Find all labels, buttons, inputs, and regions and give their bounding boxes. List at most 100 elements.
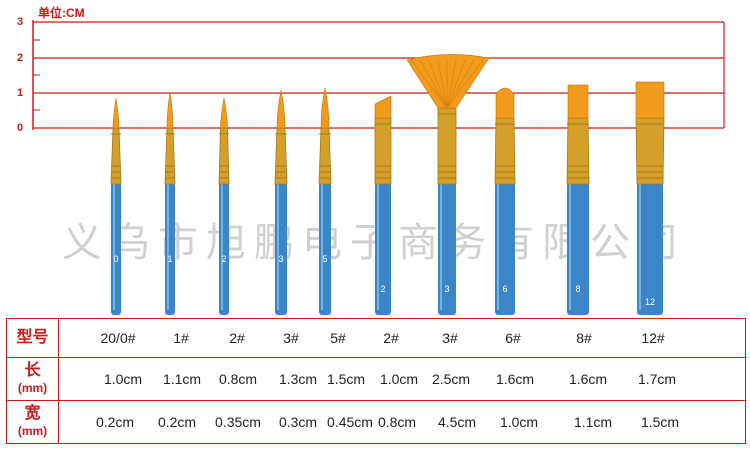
brush-bristles: [374, 95, 392, 119]
brush-bristles: [166, 91, 174, 129]
spec-value: 1.3cm: [278, 371, 318, 387]
handle-number-label: 2: [380, 284, 385, 294]
spec-value: 1.1cm: [162, 371, 202, 387]
handle-number-label: 3: [444, 284, 449, 294]
length-header: 长 (mm): [6, 357, 59, 401]
spec-value: 0.8cm: [377, 414, 417, 430]
brush-handle: [438, 180, 456, 315]
handle-highlight: [221, 184, 223, 310]
fan-bristle-strand: [446, 59, 484, 109]
handle-number-label: 8: [575, 284, 580, 294]
fan-bristle-strand: [437, 59, 448, 109]
brush-ferrule: [274, 127, 288, 185]
brush-bristles: [635, 81, 665, 119]
spec-value: 6#: [505, 330, 521, 346]
handle-highlight: [113, 184, 115, 310]
spec-value: 1.0cm: [103, 371, 143, 387]
spec-value: 2#: [229, 330, 245, 346]
brush-ferrule: [494, 117, 516, 185]
handle-highlight: [277, 184, 279, 310]
brush-bristles: [320, 87, 330, 129]
handle-number-label: 12: [645, 297, 655, 307]
brush-bristles: [495, 87, 515, 119]
handle-number-label: 0: [113, 254, 118, 264]
handle-highlight: [440, 184, 442, 310]
model-row: 型号 20/0# 1# 2# 3# 5# 2# 3# 6# 8# 12#: [6, 318, 746, 358]
handle-highlight: [167, 184, 169, 310]
brush-handle: [111, 180, 121, 315]
spec-value: 0.2cm: [95, 414, 135, 430]
width-row: 宽 (mm) 0.2cm 0.2cm 0.35cm 0.3cm 0.45cm 0.8cm 4.…: [6, 400, 746, 444]
brush-bristles: [112, 97, 120, 129]
handle-number-label: 2: [221, 254, 226, 264]
handle-number-label: 5: [322, 254, 327, 264]
brush-handle: [165, 180, 175, 315]
brush-handle: [219, 180, 229, 315]
fan-bristle-strand: [410, 59, 448, 109]
brush-ferrule: [110, 127, 122, 185]
handle-number-label: 1: [167, 254, 172, 264]
spec-value: 1.1cm: [573, 414, 613, 430]
spec-value: 4.5cm: [437, 414, 477, 430]
spec-value: 2#: [383, 330, 399, 346]
spec-value: 0.3cm: [278, 414, 318, 430]
spec-value: 0.45cm: [327, 414, 373, 430]
fan-bristle-strand: [419, 59, 448, 109]
spec-value: 5#: [330, 330, 346, 346]
handle-highlight: [321, 184, 323, 310]
spec-table: 型号 20/0# 1# 2# 3# 5# 2# 3# 6# 8# 12# 长 (mm) 1.0cm 1…: [6, 318, 746, 444]
model-header: 型号: [6, 318, 59, 358]
brush-ferrule: [635, 117, 665, 185]
spec-value: 1.7cm: [637, 371, 677, 387]
spec-value: 1.0cm: [379, 371, 419, 387]
handle-highlight: [377, 184, 379, 310]
fan-bristle-strand: [428, 59, 448, 109]
spec-value: 8#: [576, 330, 592, 346]
brush-ferrule: [164, 127, 176, 185]
handle-highlight: [569, 184, 571, 310]
model-values: 20/0# 1# 2# 3# 5# 2# 3# 6# 8# 12#: [58, 318, 746, 358]
brush-ferrule: [374, 117, 392, 185]
spec-value: 3#: [442, 330, 458, 346]
fan-bristle-strand: [446, 59, 466, 109]
brush-ferrule: [218, 127, 230, 185]
ruler-mark-label: 0: [17, 122, 24, 134]
spec-value: 1.6cm: [495, 371, 535, 387]
spec-value: 0.8cm: [218, 371, 258, 387]
spec-value: 1.5cm: [326, 371, 366, 387]
brush-ferrule: [437, 107, 457, 185]
brush-bristles: [276, 89, 286, 129]
spec-value: 1.0cm: [499, 414, 539, 430]
unit-label: 单位:CM: [38, 6, 85, 20]
brush-handle: [567, 180, 589, 315]
brush-handle: [275, 180, 287, 315]
brush-handle: [637, 180, 663, 315]
spec-value: 12#: [641, 330, 665, 346]
handle-highlight: [497, 184, 499, 310]
spec-value: 1.5cm: [640, 414, 680, 430]
brush-ferrule: [566, 117, 590, 185]
length-row: 长 (mm) 1.0cm 1.1cm 0.8cm 1.3cm 1.5cm 1.0cm 2.5c…: [6, 357, 746, 401]
spec-value: 0.35cm: [215, 414, 261, 430]
spec-value: 0.2cm: [157, 414, 197, 430]
fan-bristle-strand: [446, 59, 457, 109]
handle-number-label: 3: [278, 254, 283, 264]
handle-highlight: [639, 184, 641, 310]
brush-handle: [319, 180, 331, 315]
fan-bristle-strand: [446, 59, 475, 109]
brush-bristles: [220, 97, 228, 129]
length-values: 1.0cm 1.1cm 0.8cm 1.3cm 1.5cm 1.0cm 2.5cm 1.6cm…: [58, 357, 746, 401]
spec-value: 1.6cm: [568, 371, 608, 387]
width-values: 0.2cm 0.2cm 0.35cm 0.3cm 0.45cm 0.8cm 4.5cm 1.0…: [58, 400, 746, 444]
spec-value: 20/0#: [100, 330, 136, 346]
spec-value: 2.5cm: [431, 371, 471, 387]
handle-number-label: 6: [502, 284, 507, 294]
ruler-mark-label: 1: [17, 87, 24, 99]
ruler-mark-label: 3: [17, 16, 24, 28]
width-header: 宽 (mm): [6, 400, 59, 444]
spec-value: 1#: [173, 330, 189, 346]
brush-bristles: [406, 54, 490, 109]
brush-bristles: [567, 84, 589, 119]
brush-ferrule: [318, 127, 332, 185]
paintbrush-set: 0 1 2 3 52 3 6 812: [110, 54, 665, 315]
